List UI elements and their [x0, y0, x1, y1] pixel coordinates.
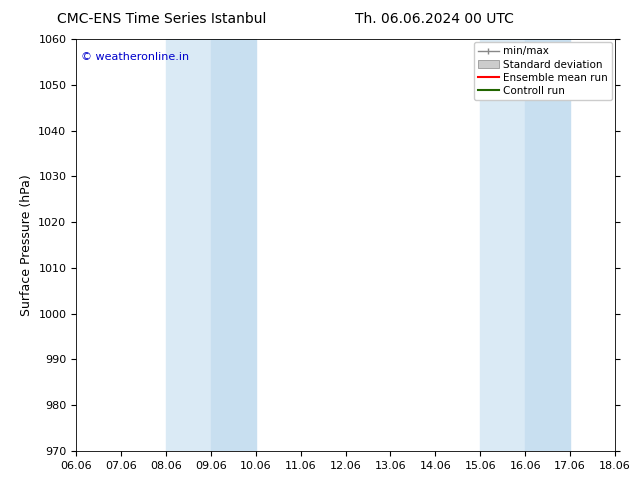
Bar	[525, 39, 570, 451]
Text: © weatheronline.in: © weatheronline.in	[81, 51, 190, 62]
Bar	[211, 39, 256, 451]
Text: Th. 06.06.2024 00 UTC: Th. 06.06.2024 00 UTC	[355, 12, 514, 26]
Bar	[481, 39, 525, 451]
Bar	[166, 39, 210, 451]
Legend: min/max, Standard deviation, Ensemble mean run, Controll run: min/max, Standard deviation, Ensemble me…	[474, 42, 612, 100]
Y-axis label: Surface Pressure (hPa): Surface Pressure (hPa)	[20, 174, 33, 316]
Text: CMC-ENS Time Series Istanbul: CMC-ENS Time Series Istanbul	[57, 12, 266, 26]
